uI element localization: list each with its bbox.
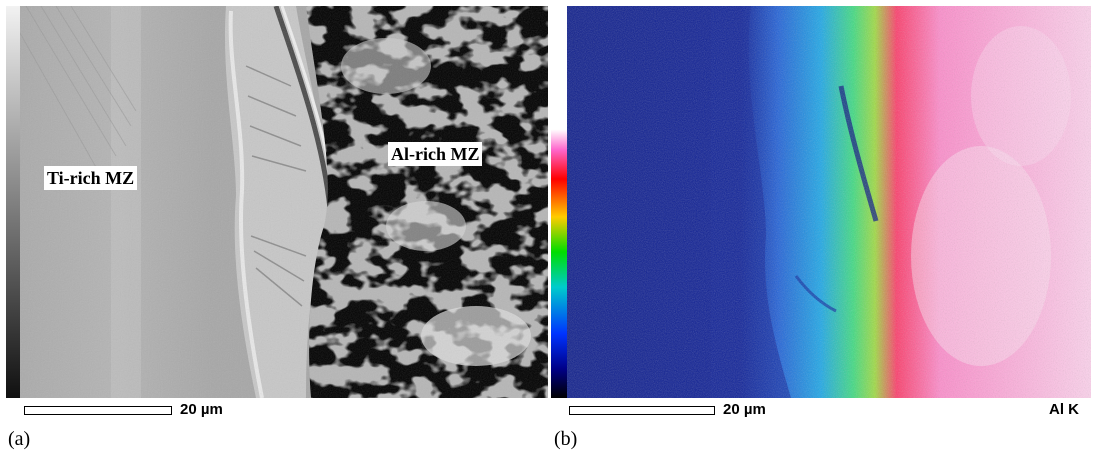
scale-bar-b: 20 µm Al K (551, 400, 1091, 422)
sem-micrograph-image (6, 6, 548, 398)
eds-map-panel (551, 6, 1091, 398)
ti-rich-mz-label: Ti-rich MZ (44, 166, 138, 190)
eds-al-map-image (551, 6, 1091, 398)
scale-bar-b-line (569, 406, 715, 415)
scale-bar-a: 20 µm (6, 400, 548, 422)
element-label: Al K (1049, 401, 1079, 418)
caption-a: (a) (8, 428, 31, 450)
scale-bar-a-text: 20 µm (180, 401, 223, 418)
al-rich-mz-label: Al-rich MZ (388, 142, 483, 166)
scale-bar-b-text: 20 µm (723, 401, 766, 418)
caption-b: (b) (554, 428, 578, 450)
scale-bar-a-line (24, 406, 172, 415)
sem-micrograph-panel: Ti-rich MZ Al-rich MZ (6, 6, 548, 398)
